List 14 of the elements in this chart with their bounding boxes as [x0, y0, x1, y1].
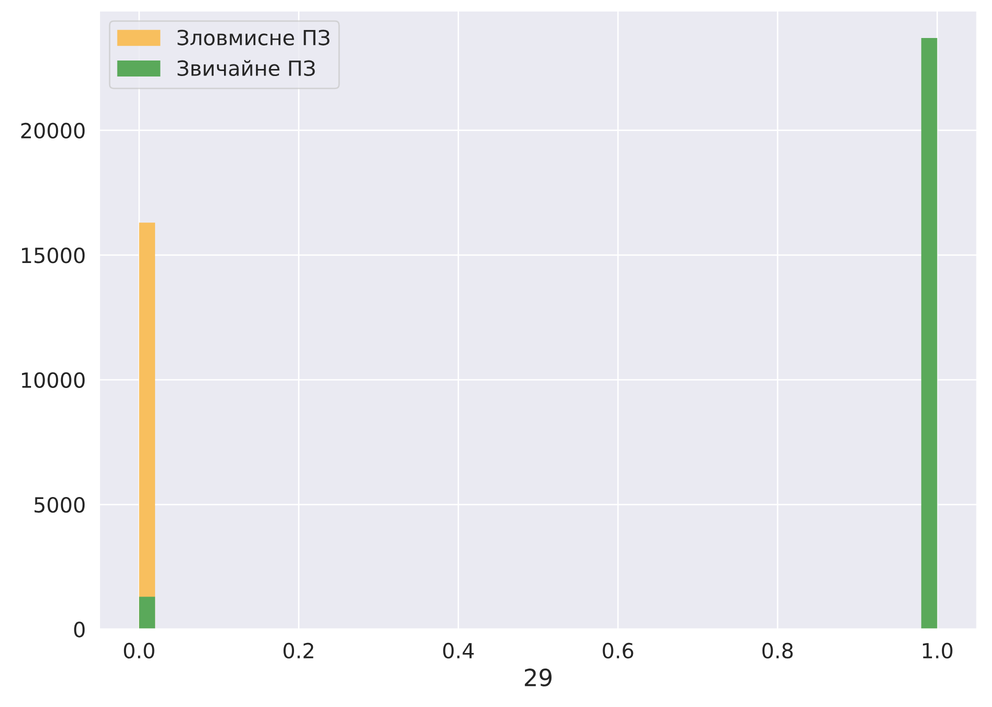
- legend-label: Звичайне ПЗ: [178, 60, 315, 76]
- x-tick-label: 0.0: [124, 642, 154, 659]
- y-tick-label: 10000: [22, 372, 85, 388]
- x-tick-label: 1.0: [922, 642, 952, 659]
- x-tick-label: 0.4: [443, 642, 474, 659]
- x-tick-label: 0.8: [762, 642, 793, 659]
- y-tick-label: 15000: [22, 248, 85, 264]
- legend-label: Зловмисне ПЗ: [178, 30, 330, 46]
- x-axis-title: 29: [524, 668, 552, 686]
- y-tick-label: 0: [74, 622, 85, 638]
- x-tick-label: 0.2: [284, 642, 314, 659]
- x-tick-label: 0.6: [602, 642, 634, 659]
- y-tick-label: 5000: [34, 496, 85, 513]
- y-tick-label: 20000: [21, 122, 85, 139]
